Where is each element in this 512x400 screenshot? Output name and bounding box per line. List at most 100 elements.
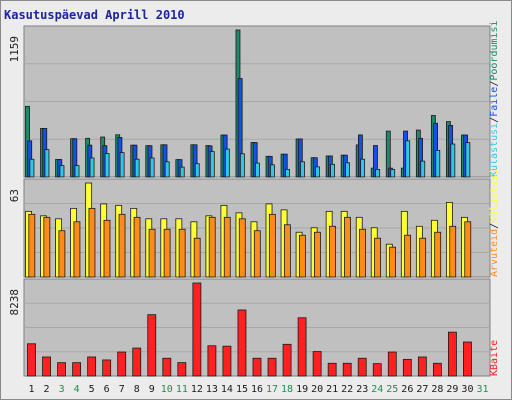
bar-2-kbaite-28 [432,362,442,377]
bar-2-kbaite-3 [57,362,66,377]
bar-0-külastusi-21 [330,163,335,178]
y-max-label-1: 63 [8,189,21,202]
bar-1-arvuteid-27 [419,237,427,278]
bar-0-külastusi-24 [375,168,381,178]
day-label-14: 14 [221,384,233,395]
bar-1-arvuteid-7 [118,213,126,278]
day-label-13: 13 [206,384,218,395]
bar-2-kbaite-18 [282,343,292,377]
bar-2-kbaite-29 [448,331,457,377]
bar-0-külastusi-13 [209,151,215,178]
bar-0-külastusi-9 [149,157,155,178]
bar-2-kbaite-25 [387,351,397,377]
day-label-30: 30 [461,384,473,395]
day-label-17: 17 [266,384,278,395]
legend-entry: / [489,223,500,229]
bar-2-kbaite-5 [87,356,97,377]
bar-1-arvuteid-5 [88,207,96,278]
bar-1-arvuteid-26 [404,234,412,278]
bar-1-arvuteid-23 [359,228,366,278]
bar-1-arvuteid-20 [314,231,321,278]
bar-1-arvuteid-10 [163,228,171,278]
bar-1-arvuteid-22 [344,216,351,278]
legend-entry: Faile [489,87,500,117]
bar-2-kbaite-6 [102,359,112,377]
side-legend-1: Arvuteid/Külastusi [489,169,500,277]
bar-1-arvuteid-24 [374,237,381,278]
bar-1-arvuteid-25 [389,246,396,278]
bar-2-kbaite-21 [327,362,337,377]
day-label-29: 29 [446,384,458,395]
bar-0-külastusi-23 [360,158,366,178]
bar-2-kbaite-24 [372,363,382,377]
bar-0-külastusi-29 [450,143,456,178]
bar-2-kbaite-22 [342,362,352,377]
bar-2-kbaite-2 [42,356,51,377]
bar-2-kbaite-11 [177,362,187,377]
day-label-28: 28 [431,384,443,395]
bar-0-külastusi-15 [239,153,245,178]
bar-2-kbaite-12 [192,282,202,377]
bar-0-külastusi-11 [179,166,185,178]
bar-1-arvuteid-17 [268,213,276,278]
bar-1-arvuteid-14 [223,216,231,278]
day-label-11: 11 [176,384,188,395]
bar-1-arvuteid-28 [434,231,442,278]
day-label-1: 1 [29,384,35,395]
bar-1-arvuteid-15 [238,218,246,278]
bar-2-kbaite-15 [237,309,247,377]
day-label-19: 19 [296,384,308,395]
bar-1-arvuteid-3 [58,230,66,278]
day-label-2: 2 [44,384,50,395]
bar-1-arvuteid-29 [449,225,457,278]
bar-1-arvuteid-4 [73,221,81,278]
bar-1-arvuteid-12 [193,237,201,278]
day-label-9: 9 [149,384,155,395]
bar-1-arvuteid-6 [103,219,111,278]
bar-1-arvuteid-21 [329,225,336,278]
day-label-18: 18 [281,384,293,395]
bar-0-külastusi-12 [194,163,200,178]
bar-2-kbaite-4 [72,362,82,377]
bar-0-külastusi-10 [164,161,170,178]
day-label-16: 16 [251,384,263,395]
bar-0-külastusi-14 [224,148,230,178]
bar-1-arvuteid-13 [208,216,216,278]
bar-1-arvuteid-30 [464,221,472,278]
day-label-20: 20 [311,384,323,395]
day-label-31: 31 [476,384,488,395]
y-max-label-2: 8238 [8,289,21,316]
bar-1-arvuteid-9 [148,228,156,278]
bar-0-külastusi-20 [315,166,320,178]
bar-2-kbaite-9 [147,314,157,377]
bar-1-arvuteid-19 [298,234,306,278]
day-label-4: 4 [74,384,80,395]
legend-entry: / [489,117,500,123]
bar-0-külastusi-4 [74,165,80,178]
day-label-25: 25 [386,384,398,395]
bar-0-külastusi-28 [435,149,441,178]
bar-1-arvuteid-1 [28,213,36,278]
day-label-23: 23 [356,384,368,395]
day-label-15: 15 [236,384,248,395]
y-max-label-0: 1159 [8,36,21,63]
bar-2-kbaite-8 [132,347,142,377]
side-legend-2: KBaite [489,340,500,376]
day-label-8: 8 [134,384,140,395]
day-label-7: 7 [119,384,125,395]
legend-entry: Arvuteid [489,229,500,277]
bar-2-kbaite-7 [117,351,127,377]
bar-2-kbaite-13 [207,345,217,377]
bar-0-külastusi-1 [29,158,35,178]
bar-2-kbaite-23 [357,357,367,377]
day-label-6: 6 [104,384,110,395]
chart-title: Kasutuspäevad Aprill 2010 [4,8,185,22]
bar-2-kbaite-19 [297,317,307,377]
day-label-27: 27 [416,384,428,395]
bar-0-külastusi-7 [119,152,125,178]
day-label-3: 3 [59,384,65,395]
legend-entry: / [489,81,500,87]
day-label-5: 5 [89,384,95,395]
day-label-21: 21 [326,384,338,395]
